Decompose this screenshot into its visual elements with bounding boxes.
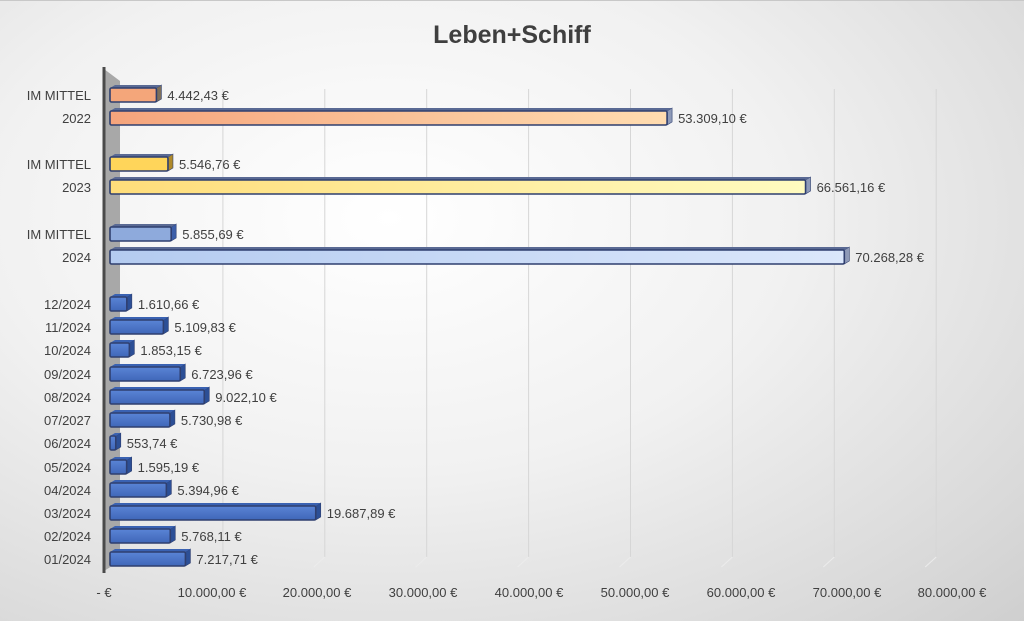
x-tick-label: 20.000,00 € — [283, 585, 352, 600]
x-tick-labels: - € 10.000,00 € 20.000,00 € 30.000,00 € 40.0… — [96, 585, 987, 600]
x-tick-label: 40.000,00 € — [495, 585, 564, 600]
data-label: 66.561,16 € — [817, 180, 886, 195]
bar — [109, 156, 169, 172]
gridline-floor — [619, 556, 631, 568]
x-tick-label: - € — [96, 585, 112, 600]
data-label: 4.442,43 € — [167, 88, 229, 103]
data-label: 5.546,76 € — [179, 157, 241, 172]
data-label: 70.268,28 € — [855, 250, 924, 265]
category-label: 2023 — [62, 180, 91, 195]
x-tick-label: 60.000,00 € — [707, 585, 776, 600]
data-label: 553,74 € — [127, 436, 178, 451]
bar — [109, 179, 807, 195]
category-label: IM MITTEL — [27, 157, 91, 172]
category-label: 06/2024 — [44, 436, 91, 451]
bar — [109, 435, 117, 451]
gridline-floor — [517, 556, 529, 568]
bars: 4.442,43 € 53.309,10 € 5.546,76 € 66.561,16… — [109, 84, 925, 567]
category-labels: IM MITTEL 2022 IM MITTEL 2023 IM MITTEL 2024 1… — [27, 88, 91, 567]
bar — [109, 412, 171, 428]
category-label: 07/2027 — [44, 413, 91, 428]
data-label: 6.723,96 € — [191, 367, 253, 382]
category-label: 01/2024 — [44, 552, 91, 567]
gridline-floor — [822, 556, 835, 568]
gridline-floor — [415, 556, 428, 568]
data-label: 1.610,66 € — [138, 297, 200, 312]
category-label: 2022 — [62, 111, 91, 126]
bar — [109, 110, 668, 126]
category-label: IM MITTEL — [27, 88, 91, 103]
category-label: 11/2024 — [45, 320, 91, 335]
bar — [109, 366, 182, 382]
bar — [109, 226, 172, 242]
category-label: 12/2024 — [44, 297, 91, 312]
data-label: 19.687,89 € — [327, 506, 396, 521]
category-label: 02/2024 — [44, 529, 91, 544]
category-label: 09/2024 — [44, 367, 91, 382]
data-label: 5.394,96 € — [177, 483, 239, 498]
data-label: 1.595,19 € — [138, 460, 200, 475]
x-tick-label: 70.000,00 € — [813, 585, 882, 600]
gridline-floor — [211, 556, 224, 568]
bar — [109, 459, 128, 475]
category-label: 03/2024 — [44, 506, 91, 521]
category-label: 04/2024 — [44, 483, 91, 498]
bar — [109, 505, 317, 521]
gridline-floor — [313, 556, 326, 568]
bar — [109, 249, 846, 265]
gridline-floor — [721, 556, 733, 568]
x-tick-label: 80.000,00 € — [918, 585, 987, 600]
data-label: 5.855,69 € — [182, 227, 244, 242]
category-label: 05/2024 — [44, 460, 91, 475]
bar — [109, 528, 172, 544]
data-label: 1.853,15 € — [140, 343, 202, 358]
x-tick-label: 30.000,00 € — [389, 585, 458, 600]
data-label: 9.022,10 € — [215, 390, 277, 405]
category-label: 10/2024 — [44, 343, 91, 358]
data-label: 7.217,71 € — [196, 552, 258, 567]
data-label: 5.109,83 € — [174, 320, 236, 335]
chart-title: Leben+Schiff — [433, 21, 591, 49]
category-label: 08/2024 — [44, 390, 91, 405]
x-tick-label: 10.000,00 € — [178, 585, 247, 600]
data-label: 5.730,98 € — [181, 413, 243, 428]
bar — [109, 482, 168, 498]
data-label: 53.309,10 € — [678, 111, 747, 126]
bar — [109, 319, 165, 335]
bar — [109, 551, 187, 567]
bar — [109, 389, 206, 405]
bar — [109, 87, 158, 103]
bar — [109, 342, 131, 358]
category-label: 2024 — [62, 250, 91, 265]
gridlines — [211, 89, 937, 568]
x-tick-label: 50.000,00 € — [601, 585, 670, 600]
data-label: 5.768,11 € — [181, 529, 242, 544]
category-label: IM MITTEL — [27, 227, 91, 242]
gridline-floor — [924, 556, 937, 568]
bar — [109, 296, 128, 312]
